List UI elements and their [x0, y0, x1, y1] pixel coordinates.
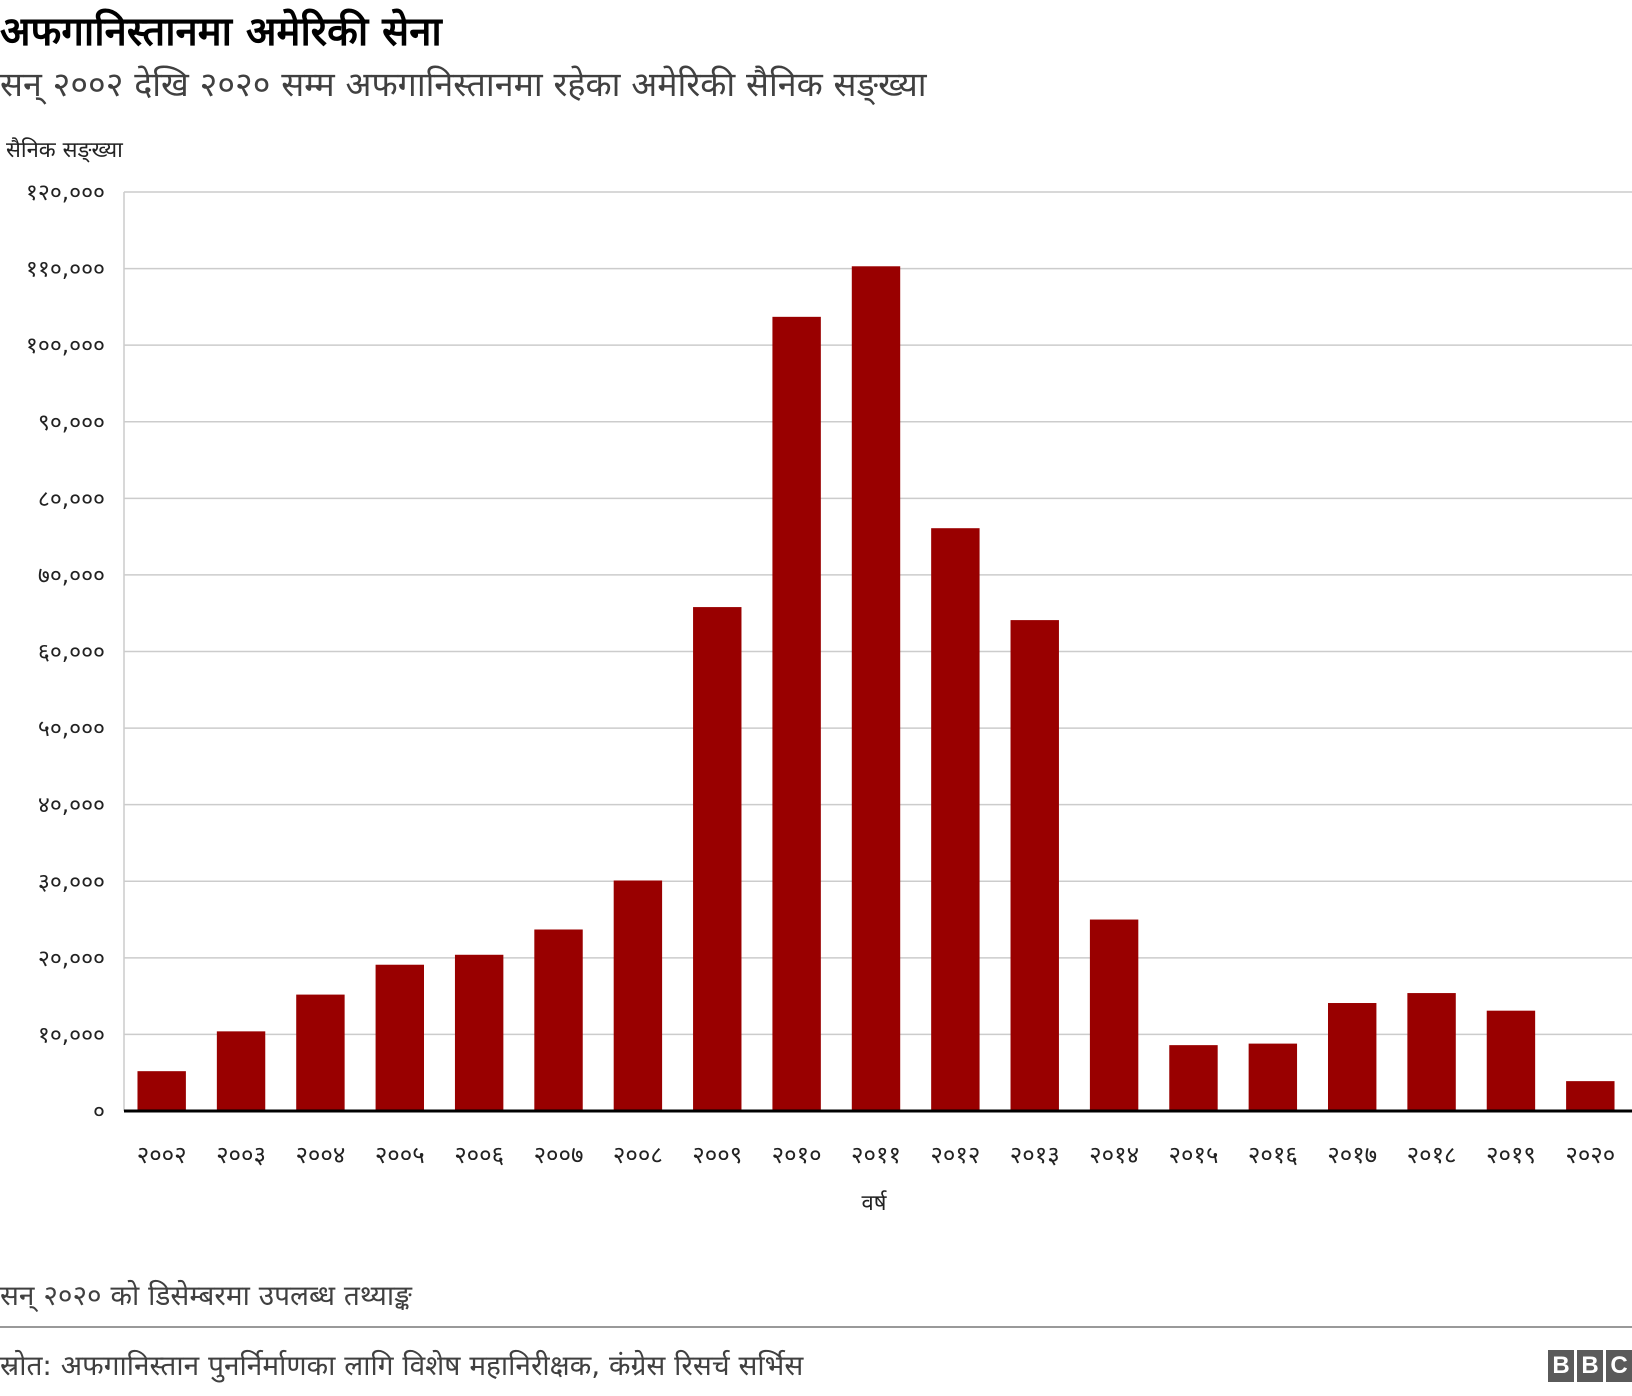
bar	[693, 607, 742, 1111]
x-tick-label: २०१६	[1248, 1141, 1298, 1169]
x-axis-label: वर्ष	[862, 1190, 888, 1216]
bar	[1566, 1081, 1615, 1111]
x-tick-label: २००४	[295, 1141, 345, 1169]
source-credit: स्रोत: अफगानिस्तान पुनर्निर्माणका लागि व…	[0, 1349, 804, 1382]
bar	[1169, 1045, 1218, 1111]
y-tick-label: ९०,०००	[38, 410, 105, 436]
bar	[296, 994, 345, 1111]
bar	[137, 1071, 186, 1111]
bar	[851, 266, 901, 1111]
bar-chart: ० १०,००० २०,००० ३०,००० ४०,००० ५०,००० ६०,००० ७०,…	[26, 180, 1632, 1216]
x-tick-label: २००९	[692, 1141, 742, 1169]
x-tick-label: २०१८	[1407, 1141, 1457, 1169]
bar	[454, 954, 504, 1111]
bar	[1248, 1043, 1298, 1111]
y-tick-label: ११०,०००	[26, 257, 105, 283]
y-tick-label: ६०,०००	[38, 640, 105, 666]
x-tick-label: २०११	[851, 1141, 901, 1169]
x-tick-label: २०२०	[1565, 1141, 1615, 1169]
bar	[216, 1031, 266, 1111]
y-tick-label: १०,०००	[38, 1022, 105, 1048]
y-tick-label: १००,०००	[26, 333, 105, 359]
y-tick-label: ८०,०००	[38, 486, 105, 512]
logo-letter: C	[1606, 1350, 1632, 1382]
x-tick-label: २००६	[454, 1141, 504, 1169]
x-tick-label: २०१५	[1169, 1141, 1219, 1169]
bar	[1407, 993, 1456, 1111]
x-tick-label: २००२	[137, 1141, 187, 1169]
x-tick-label: २०१९	[1486, 1141, 1536, 1169]
x-tick-label: २००८	[613, 1141, 663, 1169]
bar	[772, 316, 821, 1111]
y-tick-label: ०	[93, 1099, 105, 1125]
footer-divider	[0, 1326, 1632, 1328]
x-tick-labels: २००२ २००३ २००४ २००५ २००६ २००७ २००८ २००९ २०१० २०११…	[137, 1141, 1616, 1169]
bar	[931, 528, 980, 1111]
bar	[613, 880, 663, 1111]
y-tick-label: २०,०००	[38, 946, 105, 972]
y-tick-label: १२०,०००	[26, 180, 105, 206]
x-tick-label: २०१२	[930, 1141, 980, 1169]
y-axis-label: सैनिक सङ्ख्या	[6, 138, 123, 163]
chart-title: अफगानिस्तानमा अमेरिकी सेना	[0, 9, 442, 55]
bbc-logo: B B C	[1548, 1350, 1632, 1382]
y-tick-labels: ० १०,००० २०,००० ३०,००० ४०,००० ५०,००० ६०,००० ७०,…	[26, 180, 105, 1125]
x-tick-label: २०१४	[1089, 1141, 1139, 1169]
x-tick-label: २००३	[216, 1141, 266, 1169]
x-tick-label: २०१०	[772, 1141, 822, 1169]
bar	[1486, 1010, 1536, 1111]
y-tick-label: ५०,०००	[38, 716, 105, 742]
bar	[375, 964, 424, 1111]
logo-letter: B	[1548, 1350, 1574, 1382]
y-tick-label: ४०,०००	[38, 793, 105, 819]
x-tick-label: २०१३	[1010, 1141, 1060, 1169]
logo-letter: B	[1577, 1350, 1603, 1382]
bar	[534, 929, 583, 1111]
y-tick-label: ३०,०००	[38, 869, 105, 895]
chart-subtitle: सन् २००२ देखि २०२० सम्म अफगानिस्तानमा रह…	[0, 65, 927, 105]
bar	[1010, 620, 1059, 1111]
bar	[1089, 919, 1139, 1111]
x-tick-label: २००७	[534, 1141, 584, 1169]
x-tick-label: २००५	[375, 1141, 425, 1169]
data-note: सन् २०२० को डिसेम्बरमा उपलब्ध तथ्याङ्क	[0, 1279, 412, 1312]
y-tick-label: ७०,०००	[38, 563, 105, 589]
x-tick-label: २०१७	[1327, 1141, 1377, 1169]
bar	[1328, 1003, 1377, 1111]
bars	[137, 266, 1615, 1111]
